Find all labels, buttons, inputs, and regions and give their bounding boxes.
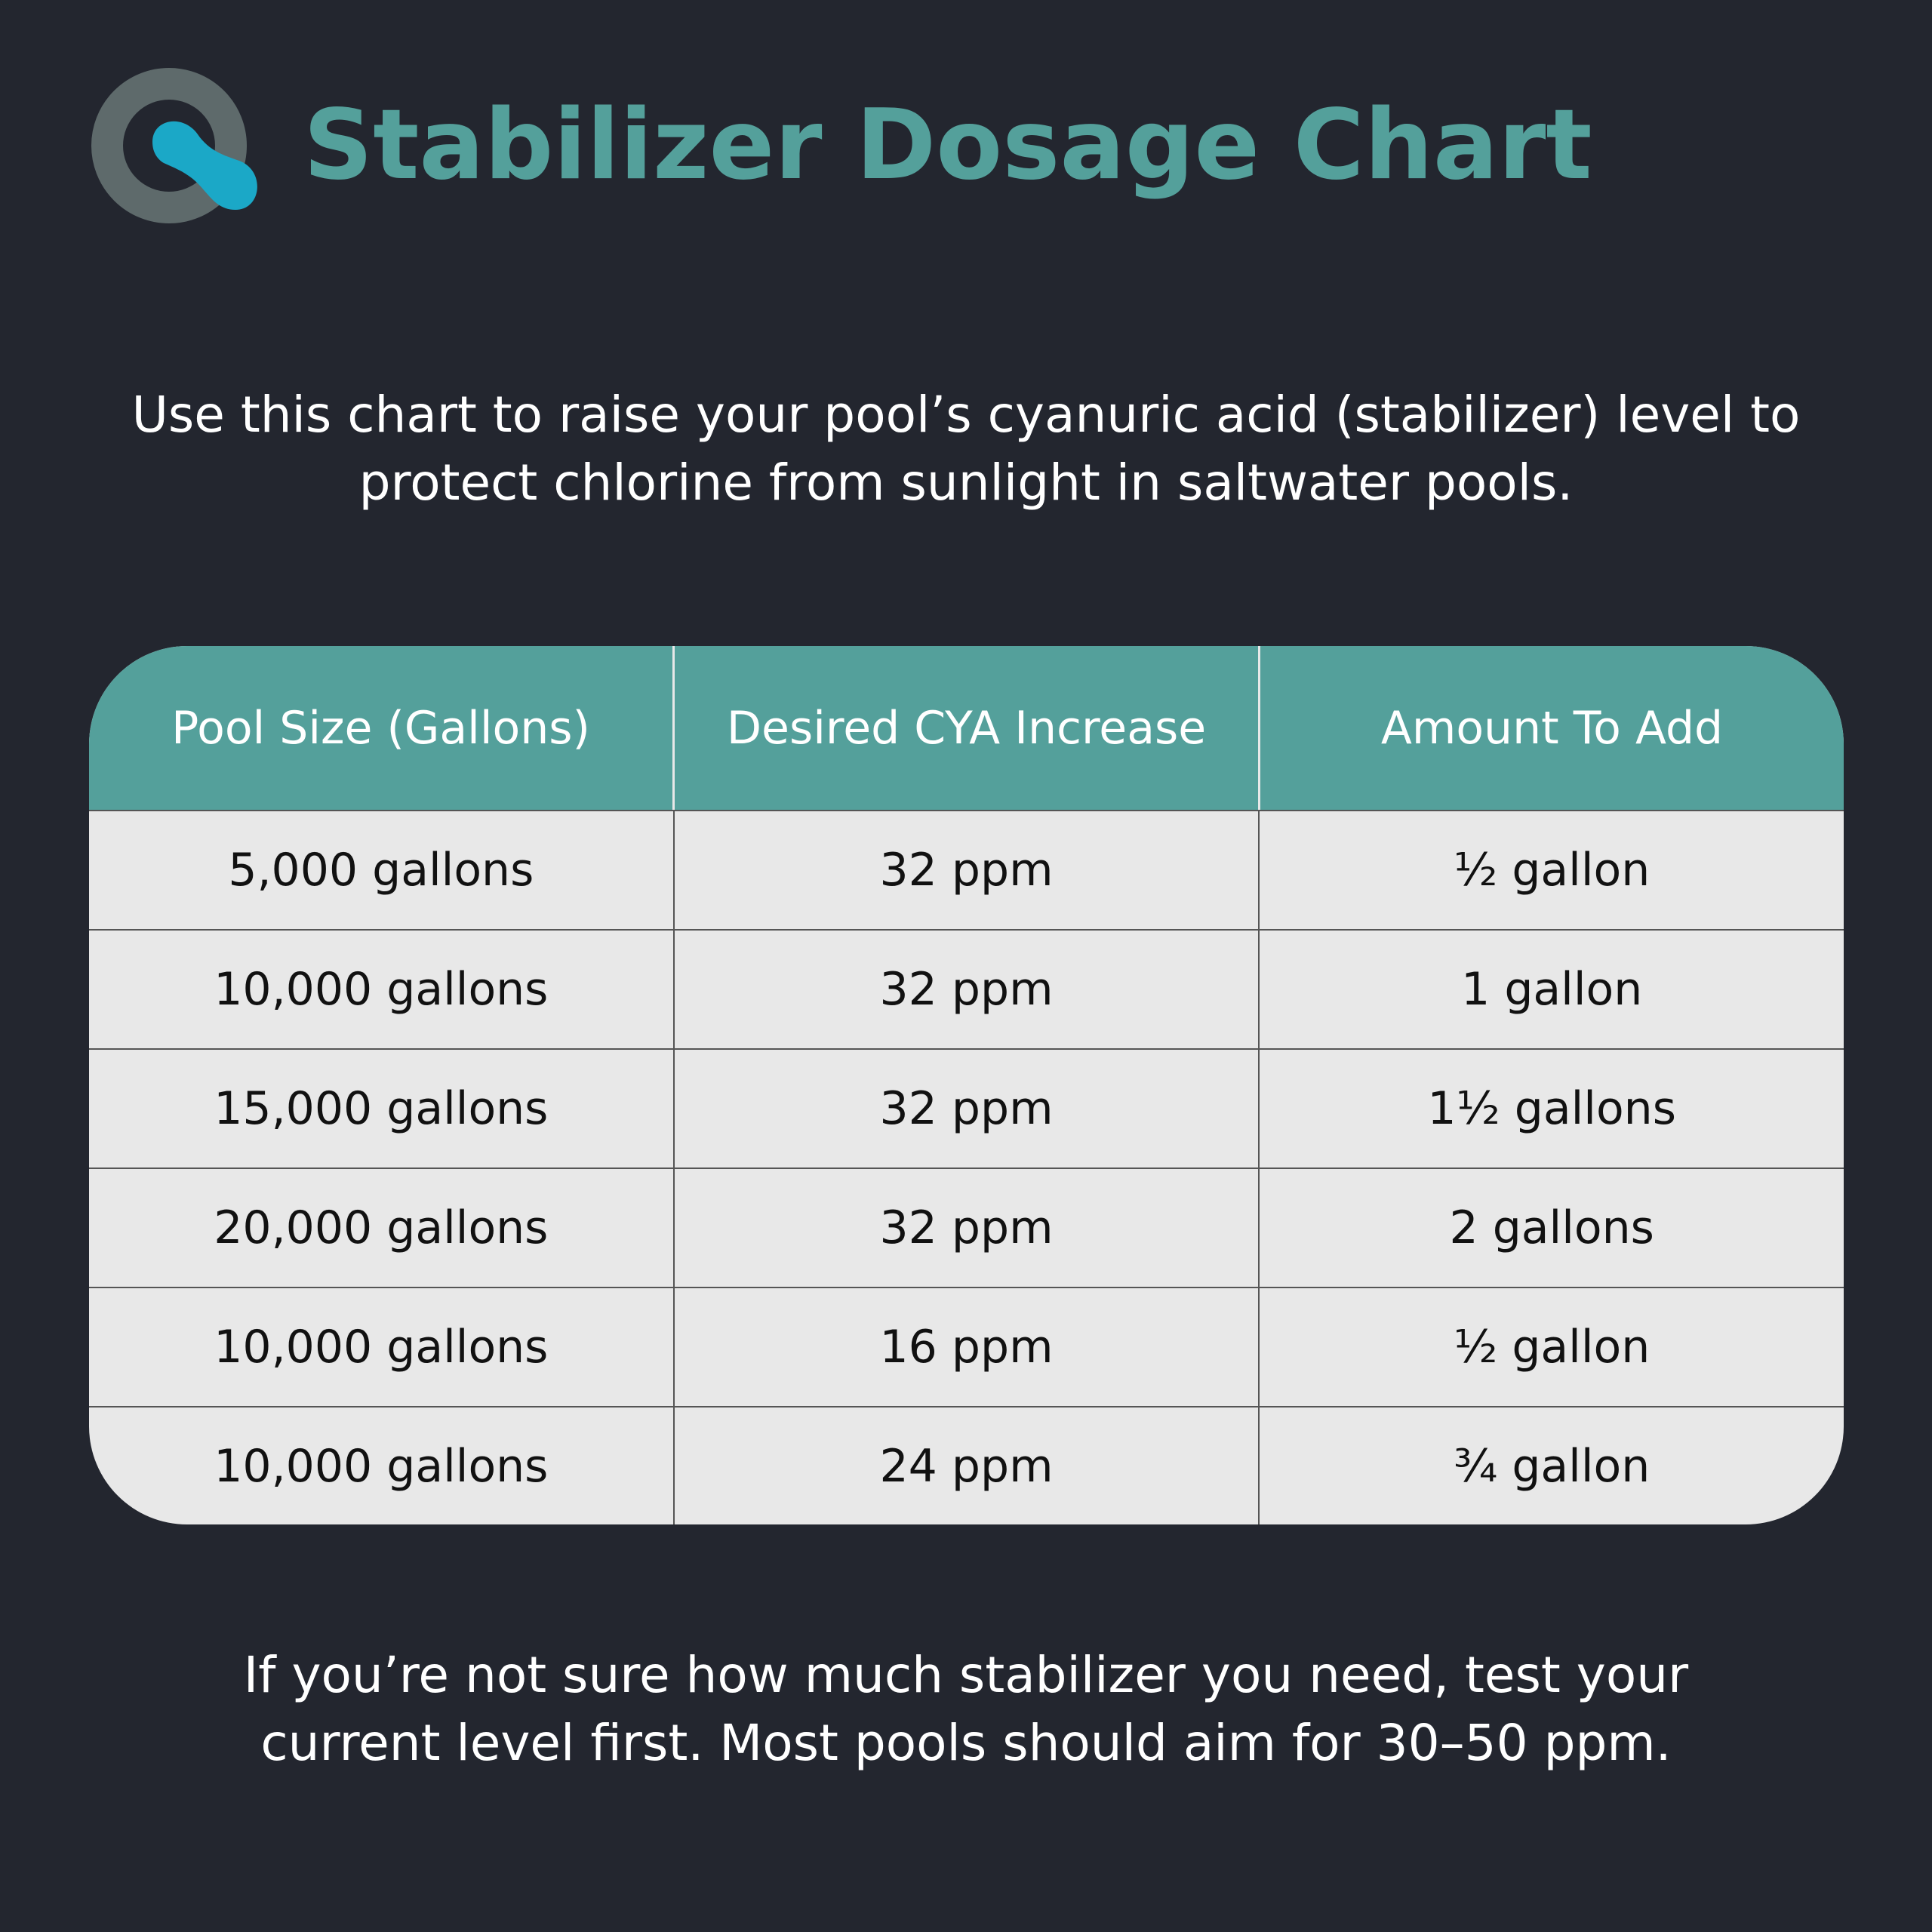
table-cell: ½ gallon: [1258, 1288, 1844, 1406]
table-cell: 10,000 gallons: [214, 1440, 549, 1493]
column-header: Desired CYA Increase: [672, 646, 1258, 810]
table-cell: 32 ppm: [672, 1169, 1259, 1287]
table-cell: 1 gallon: [1258, 931, 1844, 1048]
logo: [91, 68, 257, 223]
column-header: Pool Size (Gallons): [171, 701, 590, 755]
table-row: 10,000 gallons 16 ppm ½ gallon: [89, 1287, 1844, 1406]
table-row: 20,000 gallons 32 ppm 2 gallons: [89, 1168, 1844, 1287]
table-cell: 32 ppm: [672, 931, 1259, 1048]
header-row: Pool Size (Gallons) Desired CYA Increase A…: [89, 646, 1844, 810]
table-cell: 15,000 gallons: [214, 1082, 549, 1135]
table-cell: ½ gallon: [1258, 811, 1844, 929]
table-cell: 2 gallons: [1258, 1169, 1844, 1287]
dosage-table: Pool Size (Gallons) Desired CYA Increase A…: [89, 646, 1844, 1524]
table-row: 10,000 gallons 24 ppm ¾ gallon: [89, 1406, 1844, 1524]
column-header: Amount To Add: [1258, 646, 1844, 810]
table-cell: 10,000 gallons: [214, 1321, 549, 1374]
logo-drop: [152, 121, 257, 210]
table-cell: 16 ppm: [672, 1288, 1259, 1406]
table-row: 5,000 gallons 32 ppm ½ gallon: [89, 810, 1844, 929]
table-row: 15,000 gallons 32 ppm 1½ gallons: [89, 1048, 1844, 1168]
table-cell: 24 ppm: [672, 1407, 1259, 1524]
table-cell: 32 ppm: [672, 811, 1259, 929]
title: Stabilizer Dosage Chart: [303, 89, 1592, 202]
table-cell: 5,000 gallons: [228, 844, 534, 897]
table-cell: ¾ gallon: [1258, 1407, 1844, 1524]
table-row: 10,000 gallons 32 ppm 1 gallon: [89, 929, 1844, 1048]
table-cell: 32 ppm: [672, 1050, 1259, 1168]
logo-ring: [91, 68, 247, 223]
table-cell: 10,000 gallons: [214, 963, 549, 1016]
table-cell: 1½ gallons: [1258, 1050, 1844, 1168]
footer-note: If you’re not sure how much stabilizer y…: [243, 1646, 1689, 1772]
table-cell: 20,000 gallons: [214, 1201, 549, 1254]
intro: Use this chart to raise your pool’s cyan…: [131, 386, 1801, 512]
